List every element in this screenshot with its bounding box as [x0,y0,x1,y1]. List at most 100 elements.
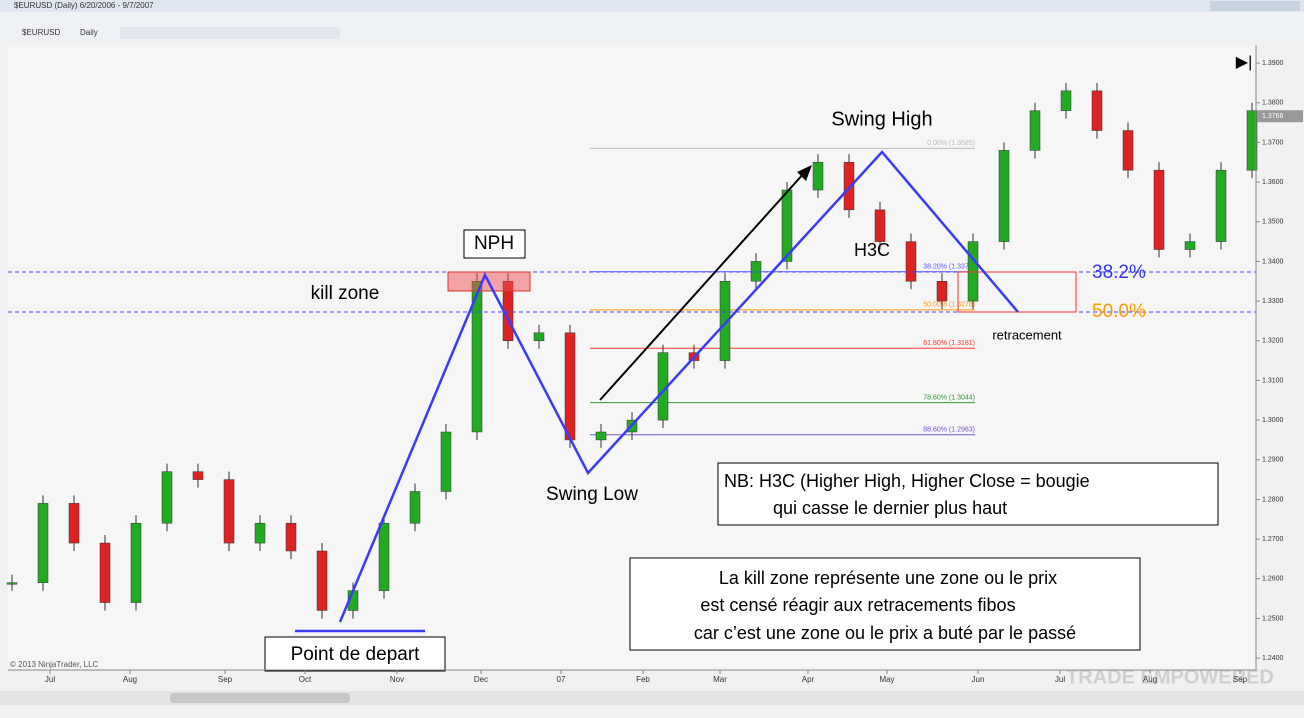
h3c: H3C [854,240,890,260]
candle [967,241,979,302]
nph-box [463,229,526,259]
x-tick-label: May [879,675,894,684]
x-tick-label: Jul [1055,675,1065,684]
candle [874,209,886,242]
nb-line: NB: H3C (Higher High, Higher Close = bou… [724,471,1090,491]
y-tick-label: 1.3200 [1262,338,1284,345]
x-tick-label: Jul [45,675,55,684]
candle [812,162,824,191]
fib-label: 0.00% (1.3685) [927,140,975,147]
candle [161,471,173,524]
y-tick-label: 1.3000 [1262,417,1284,424]
last-price: 1.3766 [1262,113,1284,120]
x-tick-label: Apr [802,675,815,684]
x-tick-label: Mar [713,675,727,684]
swing-high: Swing High [831,108,932,130]
x-tick-label: Oct [299,675,312,684]
window-title: $EURUSD (Daily) 6/20/2006 - 9/7/2007 [14,1,154,10]
y-tick-label: 1.3500 [1262,219,1284,226]
x-tick-label: Dec [474,675,488,684]
candle [37,503,49,583]
candle [1184,241,1196,250]
interval[interactable]: Daily [80,28,98,37]
candle [595,431,607,441]
copyright: © 2013 NinjaTrader, LLC [10,660,99,669]
kill-note-line: La kill zone représente une zone ou le p… [719,568,1057,588]
candle [316,550,328,611]
toolbar-icons[interactable] [120,27,340,39]
candle [1122,130,1134,171]
nb-line: qui casse le dernier plus haut [773,498,1007,518]
kill-note-box [629,557,1141,651]
candle [781,189,793,262]
x-tick-label: Nov [390,675,404,684]
scroll-thumb[interactable] [170,693,350,703]
zigzag [338,150,1019,623]
candle [1029,110,1041,151]
y-tick-label: 1.2700 [1262,536,1284,543]
candle [843,162,855,211]
candle [1060,90,1072,111]
swing-low: Swing Low [546,484,638,505]
fib-500: 50.0% [1092,301,1146,322]
fib-label: 38.20% (1.3374) [923,264,975,271]
candle [223,479,235,544]
y-tick-label: 1.2600 [1262,576,1284,583]
nph: NPH [474,233,514,254]
y-tick-label: 1.3600 [1262,179,1284,186]
fib-382: 38.2% [1092,262,1146,283]
y-tick-label: 1.3100 [1262,377,1284,384]
candle [440,431,452,492]
fib-label: 61.80% (1.3181) [923,340,975,347]
candle [285,522,297,552]
candle [68,503,80,544]
kill-zone: kill zone [311,283,380,304]
x-tick-label: Feb [636,675,650,684]
candle [1091,90,1103,131]
candle [1153,169,1165,250]
candle [6,582,18,585]
x-tick-label: 07 [557,675,566,684]
last-price-tag [1257,110,1303,123]
kill-note-line: car c’est une zone ou le prix a buté par… [694,623,1076,643]
candle [192,471,204,480]
retracement: retracement [992,327,1062,342]
candle [998,150,1010,242]
y-tick-label: 1.3900 [1262,60,1284,67]
start: Point de depart [291,644,421,665]
candle [99,542,111,603]
title-bar [0,0,1304,12]
candle [719,281,731,361]
nb-box [717,462,1219,526]
window-controls[interactable] [1210,1,1300,11]
y-tick-label: 1.2900 [1262,457,1284,464]
candle [750,261,762,282]
candle [1215,169,1227,242]
x-tick-label: Aug [123,675,137,684]
candle [936,281,948,302]
fib-label: 88.60% (1.2963) [923,427,975,434]
candle [378,522,390,591]
x-tick-label: Jun [972,675,985,684]
y-tick-label: 1.3300 [1262,298,1284,305]
x-tick-label: Aug [1143,675,1157,684]
candle [533,332,545,342]
symbol[interactable]: $EURUSD [22,28,60,37]
candle [409,491,421,524]
candle [130,522,142,603]
x-tick-label: Sep [218,675,233,684]
fib-label: 78.60% (1.3044) [923,394,975,401]
go-end[interactable]: ▶| [1236,54,1252,71]
y-tick-label: 1.3800 [1262,100,1284,107]
watermark: TRADE EMPOWERED [1066,666,1274,688]
y-tick-label: 1.3400 [1262,258,1284,265]
y-tick-label: 1.3700 [1262,139,1284,146]
arrow-head [797,165,812,181]
y-tick-label: 1.2800 [1262,496,1284,503]
candle [564,332,576,441]
fib-label: 50.00% (1.3278) [923,302,975,309]
candle [1246,110,1258,171]
kill-note-line: est censé réagir aux retracements fibos [700,595,1015,615]
trend-arrow [599,171,806,401]
